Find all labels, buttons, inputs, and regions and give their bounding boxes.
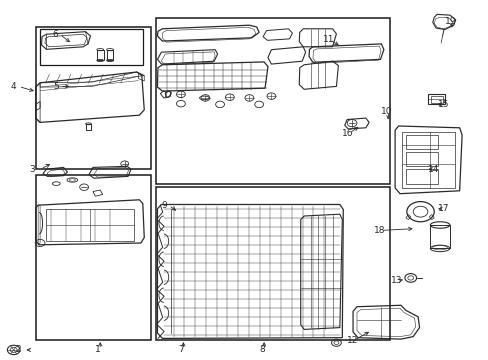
Bar (401, 132, 454, 188)
Text: 14: 14 (427, 165, 438, 174)
Bar (97, 50, 103, 60)
Text: 13: 13 (390, 276, 402, 285)
Text: 17: 17 (437, 204, 448, 213)
Bar (106, 50, 113, 60)
Bar (46, 209, 134, 241)
Text: 9: 9 (161, 201, 167, 210)
Bar (405, 152, 437, 166)
Bar (36, 27, 150, 169)
Bar (36, 175, 150, 340)
Text: 7: 7 (178, 345, 184, 354)
Text: 8: 8 (259, 345, 264, 354)
Text: 5: 5 (53, 82, 59, 91)
Bar (430, 96, 442, 103)
Bar (85, 124, 91, 130)
Text: 18: 18 (373, 226, 385, 235)
Bar (40, 29, 142, 65)
Text: 4: 4 (11, 82, 17, 91)
Text: 2: 2 (16, 346, 21, 354)
Text: 1: 1 (95, 345, 101, 354)
Bar (155, 18, 389, 184)
Bar (405, 135, 437, 149)
Text: 15: 15 (437, 100, 448, 109)
Bar (427, 94, 445, 104)
Text: 3: 3 (29, 165, 35, 174)
Text: 12: 12 (346, 336, 358, 345)
Bar (405, 169, 437, 184)
Text: 11: 11 (322, 35, 334, 44)
Text: 10: 10 (381, 107, 392, 116)
Text: 16: 16 (342, 129, 353, 138)
Text: 6: 6 (53, 30, 59, 39)
Bar (155, 187, 389, 340)
Text: 19: 19 (444, 17, 456, 26)
